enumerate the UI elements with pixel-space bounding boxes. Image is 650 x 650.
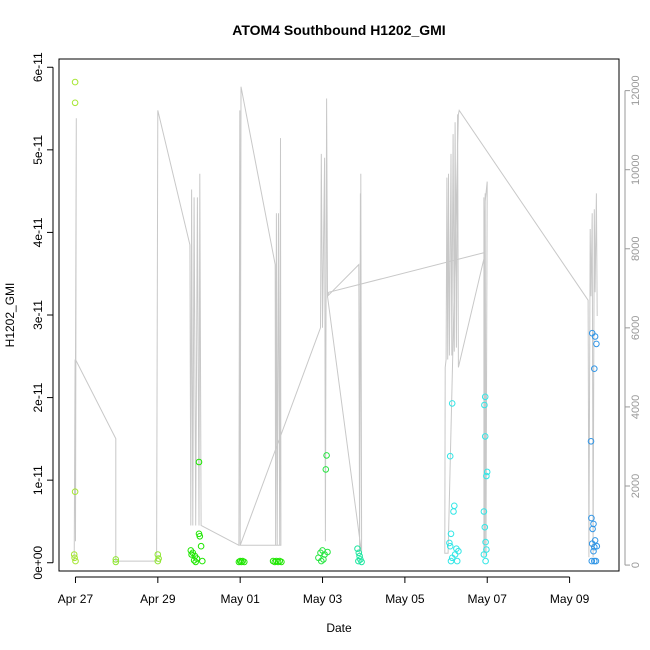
data-point-15 [190, 557, 198, 564]
data-point-69 [482, 538, 489, 546]
data-point-18 [196, 533, 204, 540]
y2-tick-label-5: 10000 [630, 154, 642, 185]
data-point-77 [587, 438, 595, 445]
x-tick-label-4: May 05 [385, 592, 425, 606]
plot-frame [58, 58, 620, 572]
y2-tick-label-4: 8000 [630, 237, 642, 261]
data-point-23 [236, 557, 244, 565]
data-point-24 [238, 558, 245, 566]
data-point-75 [593, 340, 600, 348]
x-axis-label: Date [326, 621, 352, 635]
data-point-50 [448, 400, 456, 407]
data-point-51 [451, 502, 458, 510]
data-point-10 [154, 557, 162, 565]
data-point-54 [446, 539, 453, 547]
data-point-85 [590, 547, 597, 555]
data-point-80 [589, 525, 596, 533]
data-point-6 [112, 556, 120, 563]
data-point-63 [481, 401, 488, 409]
data-point-65 [483, 468, 491, 476]
data-point-64 [481, 433, 489, 440]
y-tick-label-5: 5e-11 [31, 135, 45, 165]
data-point-59 [448, 554, 456, 562]
x-tick-label-6: May 09 [550, 592, 590, 606]
data-point-82 [591, 537, 599, 544]
data-point-12 [189, 549, 197, 557]
y2-tick-label-3: 6000 [630, 316, 642, 340]
data-point-4 [71, 554, 78, 562]
data-point-53 [447, 530, 455, 538]
y-tick-label-2: 2e-11 [31, 382, 45, 412]
chart-title: ATOM4 Southbound H1202_GMI [232, 22, 445, 38]
data-point-40 [324, 548, 331, 556]
data-point-78 [588, 514, 595, 522]
y2-tick-label-0: 0 [630, 562, 642, 568]
data-point-88 [592, 557, 600, 565]
y-tick-label-0: 0e+00 [31, 546, 45, 580]
data-point-3 [70, 551, 78, 558]
x-axis: Apr 27 Apr 29 May 01 May 03 May 05 May 07 May … [58, 576, 590, 606]
data-point-66 [483, 472, 490, 480]
data-point-57 [455, 547, 462, 555]
data-point-1 [71, 99, 79, 107]
data-points [70, 78, 601, 566]
data-point-60 [447, 557, 455, 565]
y2-tick-label-6: 12000 [630, 75, 642, 106]
data-point-39 [322, 466, 330, 473]
data-point-21 [199, 557, 206, 565]
data-point-70 [483, 546, 490, 553]
data-point-67 [480, 508, 488, 515]
data-point-52 [450, 508, 457, 515]
altitude-line [73, 86, 598, 562]
data-point-42 [318, 557, 325, 565]
data-point-71 [480, 551, 488, 558]
y-tick-label-4: 4e-11 [31, 217, 45, 247]
altitude-series [73, 86, 598, 562]
y-tick-label-6: 6e-11 [31, 52, 45, 82]
y-tick-label-3: 3e-11 [31, 300, 45, 330]
x-tick-label-5: May 07 [468, 592, 508, 606]
data-point-68 [481, 523, 489, 531]
data-point-38 [323, 452, 330, 459]
data-point-20 [195, 458, 203, 466]
data-point-43 [354, 545, 361, 553]
data-point-86 [588, 557, 596, 565]
data-point-33 [278, 558, 285, 566]
data-point-47 [358, 558, 365, 566]
data-point-5 [72, 557, 79, 565]
data-point-84 [593, 542, 601, 550]
data-point-48 [355, 557, 362, 565]
data-point-62 [481, 393, 489, 401]
data-point-7 [112, 558, 120, 566]
data-point-74 [591, 333, 599, 340]
data-point-27 [235, 558, 243, 566]
data-point-8 [154, 551, 162, 558]
y-tick-label-1: 1e-11 [31, 465, 45, 495]
y-axis-label: H1202_GMI [3, 283, 17, 348]
x-tick-label-3: May 03 [303, 592, 343, 606]
data-point-44 [355, 549, 363, 557]
data-point-72 [482, 557, 489, 565]
data-point-55 [446, 542, 454, 550]
x-tick-label-2: May 01 [220, 592, 260, 606]
y2-tick-label-1: 2000 [630, 474, 642, 498]
data-point-22 [188, 551, 195, 558]
data-point-19 [197, 542, 205, 550]
data-point-61 [453, 557, 461, 565]
x-tick-label-0: Apr 27 [58, 592, 94, 606]
data-point-76 [591, 365, 598, 373]
x-tick-label-1: Apr 29 [140, 592, 176, 606]
y2-tick-label-2: 4000 [630, 395, 642, 419]
y2-axis: 0 2000 4000 6000 8000 10000 12000 [624, 75, 642, 568]
data-point-16 [192, 558, 199, 566]
data-point-0 [71, 78, 79, 86]
y-axis: 0e+00 1e-11 2e-11 3e-11 4e-11 5e-11 6e-11 [31, 52, 54, 580]
data-point-49 [446, 452, 454, 460]
data-point-41 [320, 556, 327, 563]
data-point-2 [71, 488, 79, 496]
